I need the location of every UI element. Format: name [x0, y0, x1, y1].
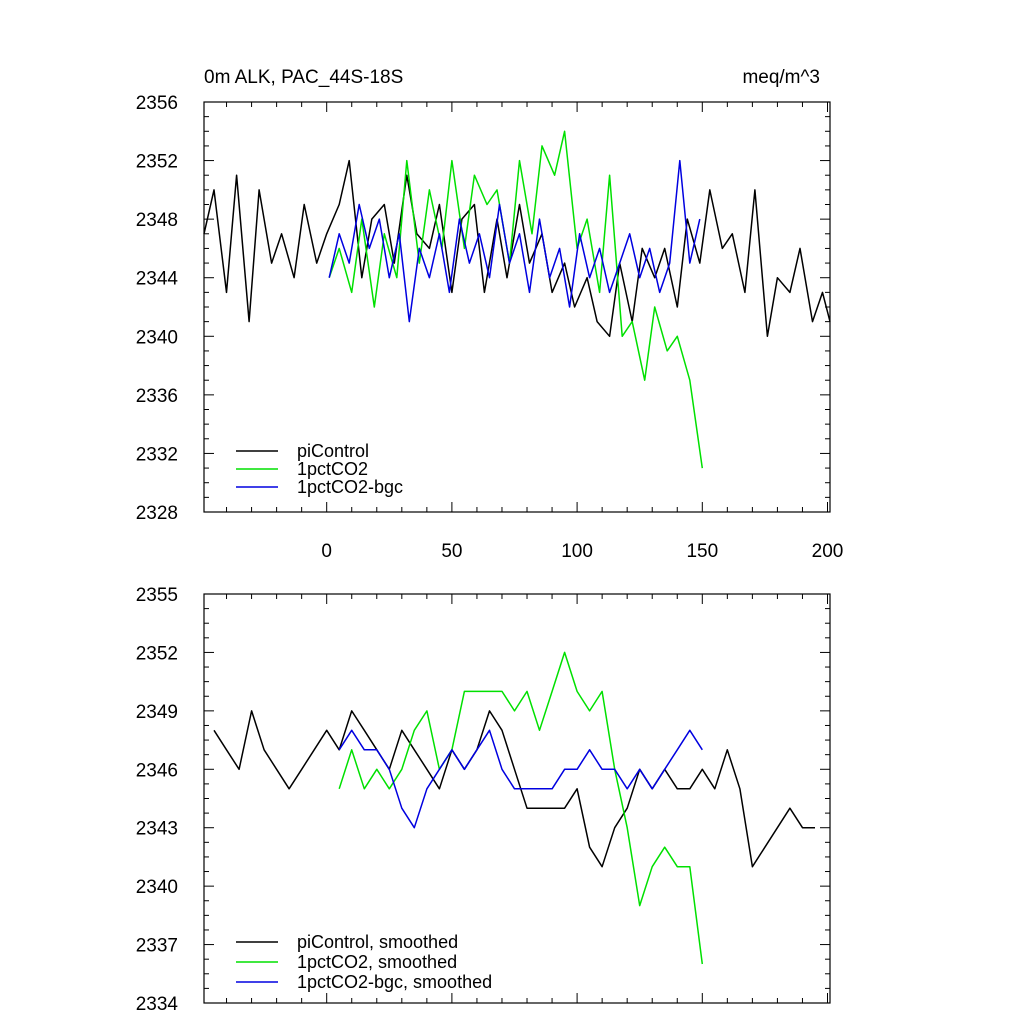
- series-line-2: [328, 130, 704, 469]
- x-tick-label: 150: [686, 541, 718, 562]
- y-tick-label: 2344: [136, 269, 179, 290]
- chart-units: meq/m^3: [742, 67, 820, 88]
- series-line-3: [328, 159, 701, 323]
- x-tick-label: 0: [321, 541, 332, 562]
- y-tick-label: 2348: [136, 210, 178, 231]
- top-chart-panel: 0m ALK, PAC_44S-18S meq/m^3 2328 2332 2336…: [136, 67, 844, 562]
- legend-label: 1pctCO2, smoothed: [297, 952, 457, 972]
- y-tick-label: 2332: [136, 444, 178, 465]
- y-tick-label: 2352: [136, 152, 178, 173]
- y-tick-label: 2349: [136, 702, 178, 723]
- legend-label: 1pctCO2-bgc, smoothed: [297, 972, 492, 992]
- y-tick-label: 2346: [136, 760, 178, 781]
- y-tick-label: 2352: [136, 643, 178, 664]
- x-tick-label: 200: [812, 541, 844, 562]
- series-line-3: [338, 729, 703, 829]
- y-tick-label: 2337: [136, 936, 178, 957]
- y-tick-label: 2334: [136, 994, 179, 1015]
- legend-label: 1pctCO2-bgc: [297, 477, 403, 497]
- y-tick-label: 2343: [136, 819, 178, 840]
- legend-label: piControl, smoothed: [297, 932, 458, 952]
- y-tick-label: 2336: [136, 386, 178, 407]
- y-tick-label: 2328: [136, 503, 178, 524]
- y-tick-label: 2355: [136, 585, 178, 606]
- legend-label: 1pctCO2: [297, 459, 368, 479]
- x-tick-label: 100: [561, 541, 593, 562]
- legend-label: piControl: [297, 441, 369, 461]
- bottom-chart-panel: 2334 2337 2340 2343 2346 2349 2352 2355 piContro…: [136, 585, 831, 1015]
- y-tick-label: 2340: [136, 327, 178, 348]
- series-line-1: [213, 710, 815, 868]
- series-line-1: [203, 159, 831, 338]
- chart-title: 0m ALK, PAC_44S-18S: [204, 67, 403, 88]
- x-tick-label: 50: [441, 541, 462, 562]
- y-tick-label: 2340: [136, 877, 178, 898]
- y-tick-label: 2356: [136, 93, 178, 114]
- series-line-2: [338, 651, 704, 965]
